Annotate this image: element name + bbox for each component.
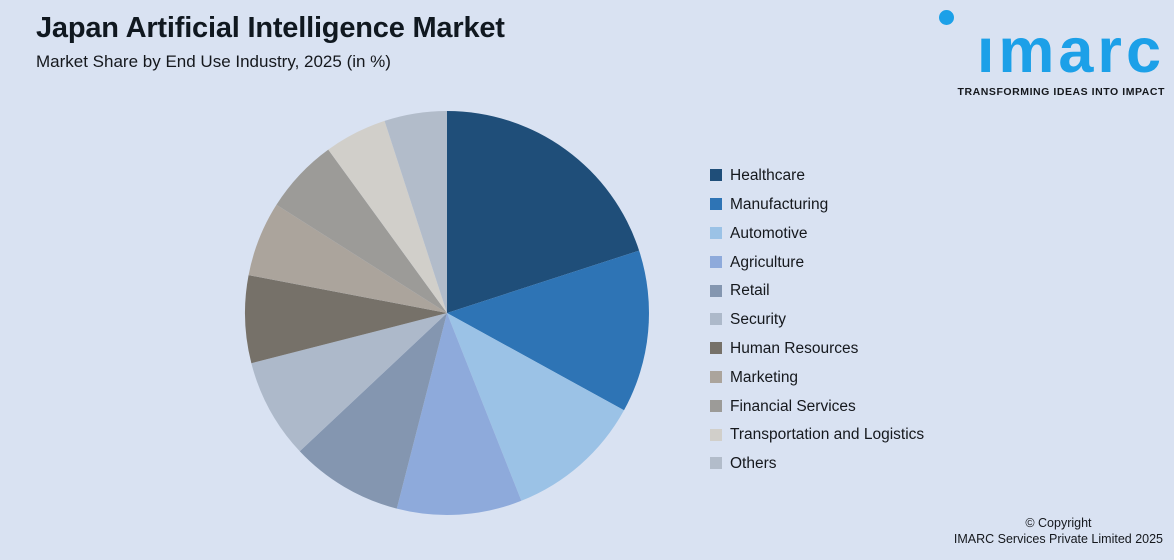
pie-slice-transportation-and-logistics bbox=[328, 120, 447, 313]
legend-item-transportation-and-logistics: Transportation and Logistics bbox=[710, 420, 924, 449]
pie-slice-automotive bbox=[447, 313, 625, 501]
legend-label: Others bbox=[730, 455, 777, 473]
chart-subtitle: Market Share by End Use Industry, 2025 (… bbox=[36, 52, 391, 71]
legend-label: Financial Services bbox=[730, 397, 856, 415]
legend-swatch-icon bbox=[710, 370, 722, 383]
legend-label: Retail bbox=[730, 282, 770, 300]
pie-slice-healthcare bbox=[447, 111, 640, 313]
legend-swatch-icon bbox=[710, 313, 722, 326]
pie-slice-agriculture bbox=[396, 313, 522, 515]
legend-label: Manufacturing bbox=[730, 195, 829, 213]
pie-chart bbox=[237, 103, 657, 523]
pie-chart-svg bbox=[245, 111, 649, 515]
legend-label: Marketing bbox=[730, 368, 799, 386]
chart-header: Japan Artificial Intelligence Market Mar… bbox=[36, 10, 505, 72]
legend-swatch-icon bbox=[710, 169, 722, 182]
pie-slice-security bbox=[251, 313, 447, 452]
legend-swatch-icon bbox=[710, 428, 722, 441]
pie-slice-retail bbox=[299, 313, 447, 509]
legend-item-others: Others bbox=[710, 449, 924, 478]
legend-swatch-icon bbox=[710, 198, 722, 211]
chart-legend: Healthcare Manufacturing Automotive Agricul… bbox=[710, 161, 924, 478]
imarc-tagline: TRANSFORMING IDEAS INTO IMPACT bbox=[957, 86, 1165, 98]
pie-slice-manufacturing bbox=[447, 250, 649, 411]
legend-swatch-icon bbox=[710, 457, 722, 470]
legend-label: Agriculture bbox=[730, 253, 805, 271]
legend-label: Transportation and Logistics bbox=[730, 426, 925, 444]
legend-label: Healthcare bbox=[730, 167, 805, 185]
pie-slice-others bbox=[384, 111, 447, 313]
legend-item-human-resources: Human Resources bbox=[710, 334, 924, 363]
legend-item-retail: Retail bbox=[710, 276, 924, 305]
legend-item-financial-services: Financial Services bbox=[710, 391, 924, 420]
legend-item-security: Security bbox=[710, 305, 924, 334]
imarc-wordmark: ımarc bbox=[976, 16, 1165, 86]
legend-swatch-icon bbox=[710, 284, 722, 297]
legend-swatch-icon bbox=[710, 342, 722, 355]
copyright-line2: IMARC Services Private Limited 2025 bbox=[953, 532, 1163, 546]
imarc-logo: ımarc TRANSFORMING IDEAS INTO IMPACT bbox=[931, 6, 1165, 98]
legend-item-agriculture: Agriculture bbox=[710, 247, 924, 276]
imarc-logo-dot-icon bbox=[939, 10, 954, 25]
legend-item-healthcare: Healthcare bbox=[710, 161, 924, 190]
legend-swatch-icon bbox=[710, 226, 722, 239]
pie-slice-financial-services bbox=[276, 149, 447, 313]
legend-label: Security bbox=[730, 311, 786, 329]
copyright-line1: © Copyright bbox=[1025, 516, 1092, 530]
legend-item-automotive: Automotive bbox=[710, 219, 924, 248]
legend-item-manufacturing: Manufacturing bbox=[710, 190, 924, 219]
legend-label: Human Resources bbox=[730, 339, 859, 357]
legend-item-marketing: Marketing bbox=[710, 363, 924, 392]
chart-title: Japan Artificial Intelligence Market bbox=[36, 12, 505, 44]
pie-slice-human-resources bbox=[245, 275, 447, 364]
legend-swatch-icon bbox=[710, 255, 722, 268]
legend-swatch-icon bbox=[710, 399, 722, 412]
pie-slice-marketing bbox=[248, 204, 447, 313]
copyright-notice: © Copyright IMARC Services Private Limit… bbox=[954, 515, 1163, 547]
legend-label: Automotive bbox=[730, 224, 808, 242]
